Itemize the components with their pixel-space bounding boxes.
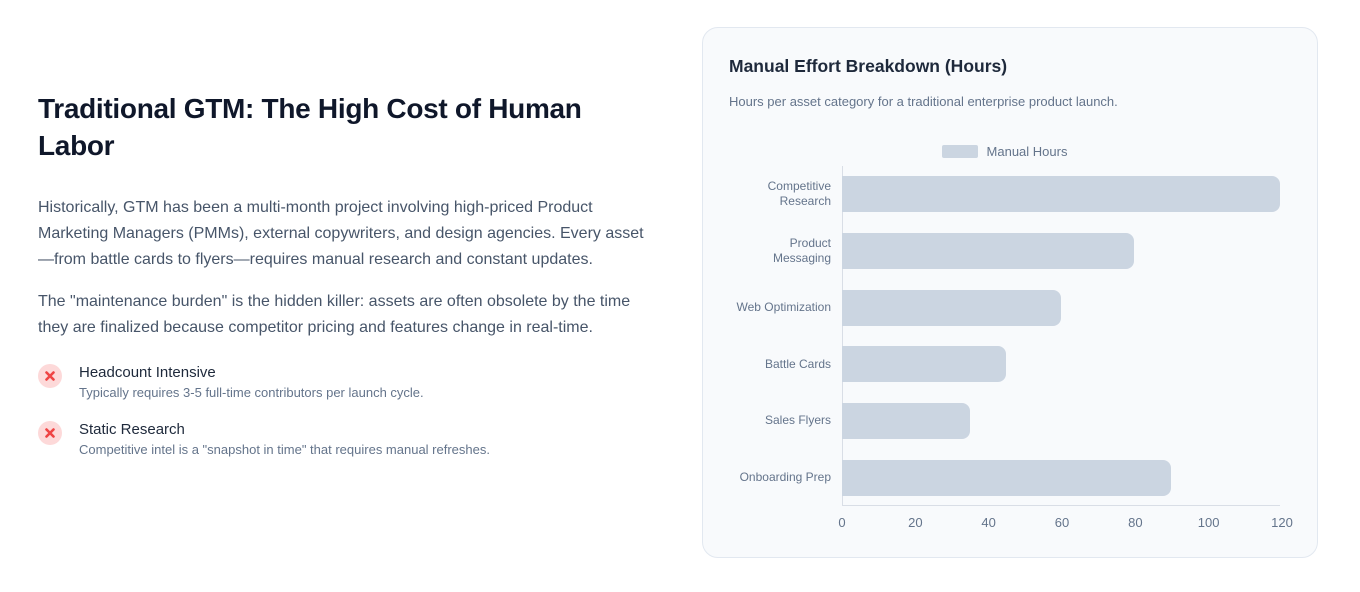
chart-row: Competitive Research — [729, 166, 1280, 223]
y-axis-line — [842, 166, 843, 506]
x-tick-label: 0 — [838, 515, 846, 530]
bullet-text: Static Research Competitive intel is a "… — [79, 420, 490, 458]
bar-track — [842, 402, 1280, 439]
x-tick-label: 40 — [981, 515, 996, 530]
category-label: Battle Cards — [764, 356, 831, 371]
legend-swatch — [941, 144, 978, 158]
category-label: Web Optimization — [736, 300, 831, 315]
legend-label: Manual Hours — [986, 143, 1068, 159]
x-tick-label: 120 — [1271, 515, 1293, 530]
bullet-description: Competitive intel is a "snapshot in time… — [79, 442, 490, 457]
x-tick-label: 100 — [1197, 515, 1220, 530]
category-label: Product Messaging — [772, 235, 831, 265]
page-title: Traditional GTM: The High Cost of Human … — [38, 93, 582, 161]
bar-web-optimization — [842, 289, 1061, 326]
list-item-headcount: Headcount Intensive Typically requires 3… — [38, 363, 663, 401]
category-label: Sales Flyers — [764, 413, 831, 428]
bar-track — [842, 346, 1280, 383]
x-tick-label: 20 — [908, 515, 923, 530]
bullet-text: Headcount Intensive Typically requires 3… — [79, 363, 424, 401]
bullet-title: Headcount Intensive — [79, 364, 216, 381]
bar-track — [842, 459, 1280, 496]
chart-legend: Manual Hours — [729, 143, 1280, 159]
bar-track — [842, 289, 1280, 326]
chart-card: Manual Effort Breakdown (Hours) Hours pe… — [702, 27, 1318, 558]
text-section: Traditional GTM: The High Cost of Human … — [38, 90, 663, 477]
chart-rows: Competitive Research Product Messaging Web… — [729, 166, 1280, 506]
bar-track — [842, 176, 1280, 213]
paragraph-history: Historically, GTM has been a multi-month… — [38, 199, 644, 268]
x-tick-label: 60 — [1054, 515, 1070, 530]
bar-sales-flyers — [842, 402, 970, 439]
bar-battle-cards — [842, 346, 1007, 383]
bullet-description: Typically requires 3-5 full-time contrib… — [79, 385, 424, 400]
x-circle-icon — [38, 421, 62, 445]
category-label: Competitive Research — [767, 179, 831, 209]
drawback-list: Headcount Intensive Typically requires 3… — [38, 363, 663, 458]
chart-title: Manual Effort Breakdown (Hours) — [729, 56, 1008, 76]
x-circle-icon — [38, 364, 62, 388]
chart-row: Onboarding Prep — [729, 449, 1280, 506]
chart-row: Web Optimization — [729, 279, 1280, 336]
chart-subtitle: Hours per asset category for a tradition… — [729, 94, 1118, 109]
x-axis-line — [842, 505, 1280, 506]
chart-row: Battle Cards — [729, 336, 1280, 393]
list-item-static-research: Static Research Competitive intel is a "… — [38, 420, 663, 458]
chart-row: Product Messaging — [729, 223, 1280, 280]
chart-row: Sales Flyers — [729, 393, 1280, 450]
paragraph-maintenance: The "maintenance burden" is the hidden k… — [38, 293, 631, 336]
x-axis-tick-labels: 0 20 40 60 80 100 120 — [838, 506, 1292, 530]
category-label: Onboarding Prep — [739, 470, 831, 485]
x-tick-label: 80 — [1128, 515, 1143, 530]
bar-product-messaging — [842, 232, 1134, 269]
bar-track — [842, 232, 1280, 269]
bar-competitive-research — [842, 176, 1280, 213]
bullet-title: Static Research — [79, 421, 185, 438]
bar-chart: Competitive Research Product Messaging Web… — [729, 166, 1280, 506]
bar-onboarding-prep — [842, 459, 1171, 496]
